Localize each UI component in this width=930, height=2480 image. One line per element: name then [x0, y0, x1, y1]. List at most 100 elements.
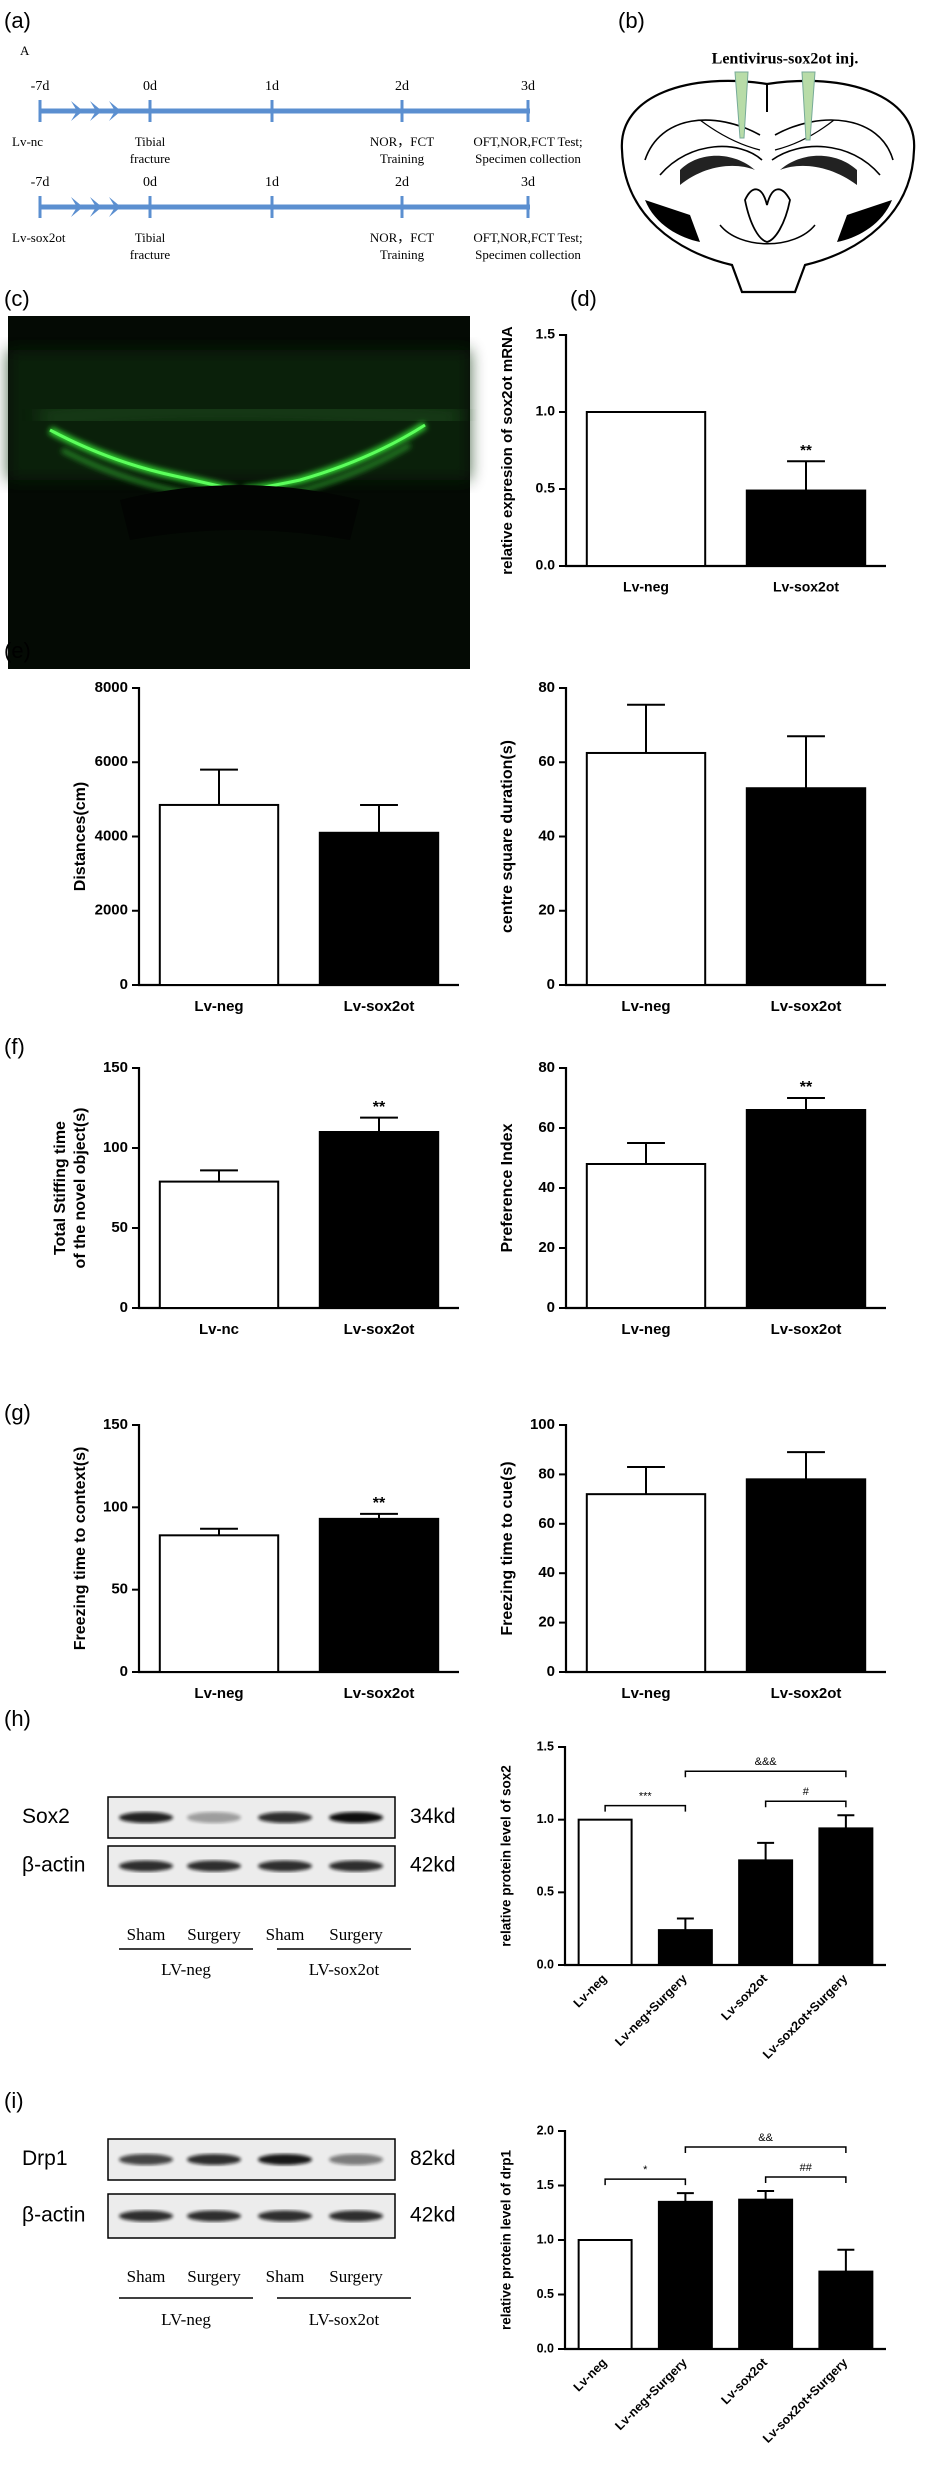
- bar: [657, 2200, 713, 2351]
- x-tick-label: Lv-sox2ot: [718, 2355, 770, 2407]
- y-axis-label: centre square duration(s): [499, 740, 516, 933]
- chart: 0.0 0.5 1.0 1.5 2.0 relative protein level of…: [499, 2123, 886, 2446]
- y-axis-label: Total Stiffing time: [52, 1121, 69, 1255]
- bar: [818, 2270, 874, 2351]
- y-tick-label: 6000: [95, 753, 128, 770]
- error-bar: [200, 768, 238, 805]
- event-label: Specimen collection: [475, 151, 581, 166]
- lane-label: Surgery: [329, 1925, 383, 1944]
- panel-label: (g): [4, 1400, 31, 1425]
- day-label: 0d: [143, 175, 157, 190]
- bar: [745, 787, 867, 986]
- error-bar: [360, 1116, 398, 1132]
- chevron: [71, 101, 83, 121]
- chart: 0 2000 4000 6000 8000 Distances(cm) Lv-neg Lv-s…: [72, 679, 459, 1015]
- day-label: -7d: [31, 79, 50, 94]
- bar: [745, 1478, 867, 1673]
- event-label: Training: [380, 247, 425, 262]
- blot-band: [258, 2154, 312, 2165]
- y-axis-label: of the novel object(s): [72, 1108, 89, 1269]
- panel-label: (b): [618, 8, 645, 33]
- panel-label: (h): [4, 1706, 31, 1731]
- protein-label: Drp1: [22, 2147, 68, 2170]
- error-bar: [787, 735, 825, 789]
- day-label: 1d: [265, 79, 279, 94]
- x-tick-label: Lv-sox2ot: [344, 998, 415, 1015]
- chart: 0.0 0.5 1.0 1.5 relative expresion of sox2ot…: [499, 326, 886, 595]
- chevron: [109, 101, 121, 121]
- chart: 0 20 40 60 80 centre square duration(s) Lv-neg…: [499, 679, 886, 1015]
- blot-band: [329, 1860, 383, 1872]
- y-tick-label: 40: [538, 1564, 555, 1581]
- comparison-label: #: [803, 1786, 810, 1798]
- bar: [318, 1131, 440, 1309]
- fluorescence-image: [8, 316, 470, 669]
- comparison-bracket: [604, 2178, 687, 2186]
- group-label: Lv-nc: [12, 134, 43, 149]
- y-tick-label: 0: [547, 976, 555, 993]
- bar: [585, 1163, 707, 1309]
- panel-label: (d): [570, 286, 597, 311]
- x-tick-label: Lv-sox2ot: [344, 1321, 415, 1338]
- blot-band: [187, 1812, 241, 1823]
- x-tick-label: Lv-sox2ot: [771, 998, 842, 1015]
- x-tick-label: Lv-neg: [621, 998, 670, 1015]
- comparison-label: &&&: [755, 1756, 778, 1768]
- group-label: LV-sox2ot: [309, 2310, 380, 2329]
- y-tick-label: 150: [103, 1416, 128, 1433]
- day-label: 2d: [395, 175, 409, 190]
- y-tick-label: 0.5: [537, 1885, 554, 1899]
- chevron: [109, 197, 121, 217]
- group-label: LV-sox2ot: [309, 1960, 380, 1979]
- error-bar: [627, 1142, 665, 1164]
- blot-band: [329, 2210, 383, 2222]
- group-label: LV-neg: [161, 1960, 211, 1979]
- bar: [738, 2198, 794, 2350]
- y-tick-label: 0: [120, 976, 128, 993]
- error-bar: [627, 703, 665, 753]
- x-tick-label: Lv-neg: [194, 998, 243, 1015]
- bar: [585, 411, 707, 567]
- y-tick-label: 4000: [95, 827, 128, 844]
- comparison-label: *: [643, 2164, 648, 2176]
- error-bar: [757, 2189, 775, 2200]
- event-label: fracture: [130, 151, 171, 166]
- lane-label: Surgery: [187, 1925, 241, 1944]
- error-bar: [200, 1169, 238, 1182]
- y-axis-label: relative expresion of sox2ot mRNA: [499, 326, 516, 575]
- event-label: Training: [380, 151, 425, 166]
- blot-band: [187, 1860, 241, 1872]
- x-tick-label: Lv-neg: [623, 579, 669, 595]
- y-tick-label: 1.5: [537, 2178, 554, 2192]
- y-tick-label: 1.0: [537, 2232, 554, 2246]
- blot-band: [119, 2210, 173, 2222]
- x-tick-label: Lv-neg: [571, 1972, 610, 2011]
- y-tick-label: 2.0: [537, 2123, 554, 2137]
- error-bar: [676, 1917, 694, 1931]
- chevron: [90, 101, 102, 121]
- protein-label: β-actin: [22, 2204, 85, 2227]
- chart: 0.0 0.5 1.0 1.5 relative protein level of so…: [499, 1739, 886, 2062]
- y-tick-label: 1.5: [536, 326, 556, 342]
- y-tick-label: 1.5: [537, 1739, 554, 1753]
- chart: 0 50 100 150 Freezing time to context(s) Lv-n…: [72, 1416, 459, 1702]
- y-tick-label: 100: [530, 1416, 555, 1433]
- x-tick-label: Lv-neg: [571, 2356, 610, 2395]
- y-tick-label: 80: [538, 1059, 555, 1076]
- lane-label: Sham: [266, 2267, 305, 2286]
- size-label: 42kd: [410, 1854, 456, 1877]
- x-tick-label: Lv-sox2ot: [771, 1321, 842, 1338]
- x-tick-label: Lv-neg+Surgery: [612, 1972, 689, 2049]
- comparison-label: ##: [800, 2162, 813, 2174]
- error-bar: [837, 2248, 855, 2272]
- y-tick-label: 8000: [95, 679, 128, 696]
- y-tick-label: 40: [538, 1179, 555, 1196]
- size-label: 82kd: [410, 2147, 456, 2170]
- y-tick-label: 0: [120, 1299, 128, 1316]
- error-bar: [360, 803, 398, 833]
- y-tick-label: 0: [120, 1663, 128, 1680]
- bar: [818, 1827, 874, 1967]
- comparison-bracket: [684, 1770, 847, 1778]
